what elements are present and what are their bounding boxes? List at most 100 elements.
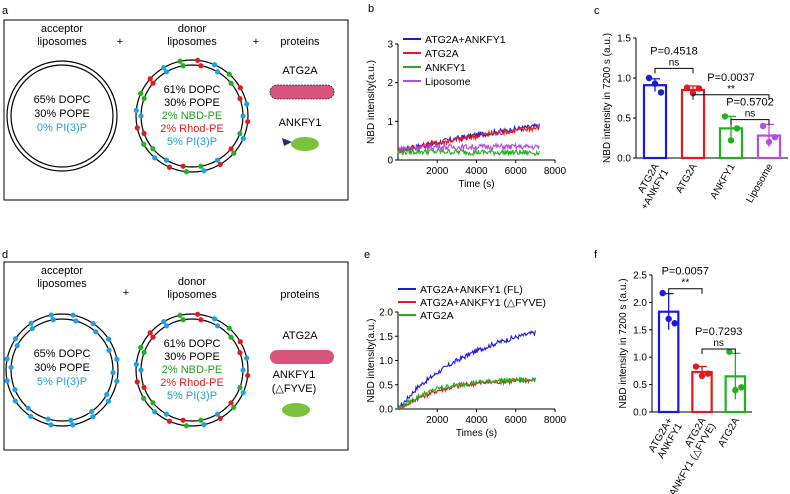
y-tick-label: 2.5 [633, 271, 647, 282]
lipid-dot [141, 95, 147, 102]
chart-e: 0.0 0.5 1.0 1.5 2.0 2000 4000 6000 8000 Times (s)… [366, 284, 567, 439]
lipid-dot [141, 395, 147, 401]
donor-line-3: 2% NBD-PE [162, 364, 223, 376]
donor-liposome [133, 311, 251, 429]
lipid-dot [29, 325, 35, 332]
p-value-label: P=0.5702 [726, 97, 773, 109]
lipid-dot [226, 325, 232, 331]
acceptor-liposome [4, 312, 120, 428]
lipid-dot [245, 118, 251, 125]
y-axis-label: NBD intensity(a.u.) [366, 319, 377, 403]
data-point [659, 289, 666, 297]
lipid-dot [228, 80, 234, 86]
lipid-dot [231, 404, 237, 410]
lipid-dots [4, 312, 120, 428]
y-tick-label: 2.0 [379, 308, 393, 319]
lipid-dot [141, 384, 147, 390]
p-value-label: P=0.7293 [695, 326, 742, 338]
lipid-dot [150, 334, 156, 340]
lipid-dot [198, 317, 204, 323]
series-line [397, 377, 536, 410]
data-point [657, 89, 665, 96]
lipid-dot [240, 367, 246, 373]
legend-entry: ATG2A [420, 310, 454, 322]
y-tick-label: 0 [387, 156, 393, 167]
bar [642, 84, 668, 160]
y-tick-label: 0.5 [379, 380, 393, 391]
data-point [759, 122, 767, 130]
lipid-dot [240, 113, 246, 119]
lipid-dot [237, 130, 243, 137]
category-label: ATG2A+ANKFY1 [630, 162, 672, 212]
lipid-dot [68, 417, 74, 423]
lipid-dot [25, 405, 31, 411]
lipid-dot [163, 323, 170, 329]
acceptor-liposome [6, 60, 118, 172]
lipid-dot [201, 422, 207, 428]
lipid-dot [177, 58, 183, 64]
lipid-dot [163, 411, 170, 417]
y-tick-label: 3 [387, 40, 393, 51]
lipid-dot [8, 364, 14, 370]
ankfy1-delta-fyve-shape [282, 403, 310, 417]
acceptor-line-2: 30% POPE [34, 362, 90, 374]
category-label: Liposome [744, 162, 775, 205]
lipid-dot [237, 384, 243, 391]
data-point [683, 84, 691, 91]
lipid-dot [214, 411, 221, 417]
donor-line-1: 61% DOPC [164, 84, 221, 96]
lipid-dot [198, 417, 204, 423]
donor-line-2: 30% POPE [164, 97, 220, 109]
acceptor-line-1: 65% DOPC [34, 348, 91, 360]
lipid-dot [150, 146, 156, 152]
lipid-dot [147, 330, 153, 336]
donor-line-5: 5% PI(3)P [167, 390, 217, 402]
bar [680, 88, 706, 160]
p-value-label: P=0.4518 [650, 45, 697, 57]
lipid-dot [133, 107, 139, 114]
lipid-dot [133, 361, 139, 368]
lipid-dot [106, 347, 112, 353]
lipid-dot [45, 416, 51, 422]
x-tick-label: 8000 [544, 415, 567, 426]
data-point [695, 85, 703, 92]
lipid-dot [141, 349, 147, 356]
lipid-dot [50, 317, 56, 323]
x-axis-label: Time (s) [458, 179, 494, 190]
lipid-dot [194, 57, 201, 63]
lipid-dot [198, 163, 204, 169]
lipid-dot [180, 417, 186, 423]
lipid-dot [138, 344, 144, 351]
legend-entry: Liposome [425, 76, 471, 88]
x-tick-label: 4000 [465, 415, 488, 426]
lipid-dot [180, 317, 186, 323]
lipid-dot [231, 150, 237, 156]
plus-sign: + [117, 36, 123, 48]
lipid-dots [133, 57, 251, 175]
category-label: ANKFY1 [709, 162, 738, 202]
y-tick-label: 1 [387, 117, 393, 128]
data-point [771, 134, 779, 141]
data-point [704, 370, 712, 377]
lipid-dot [152, 409, 158, 415]
donor-liposome [133, 57, 251, 175]
data-point [726, 348, 733, 355]
y-tick-label: 0.0 [633, 408, 647, 419]
acceptor-line-1: 65% DOPC [34, 94, 91, 106]
x-tick-label: 2000 [426, 166, 449, 177]
lipid-dot [244, 355, 250, 361]
lipid-dot [217, 415, 223, 421]
category-label-line: ATG2A [716, 416, 742, 450]
data-point [738, 384, 745, 391]
lipid-dot [180, 163, 186, 169]
series-line [397, 375, 536, 410]
y-tick-label: 1.0 [379, 356, 393, 367]
lipid-dot [73, 318, 79, 324]
donor-title: donor [178, 276, 206, 288]
significance-bracket [668, 288, 703, 294]
lipid-dot [161, 319, 167, 325]
significance-mark: ns [745, 109, 756, 120]
lipid-dot [138, 113, 144, 119]
significance-bracket [692, 94, 770, 100]
